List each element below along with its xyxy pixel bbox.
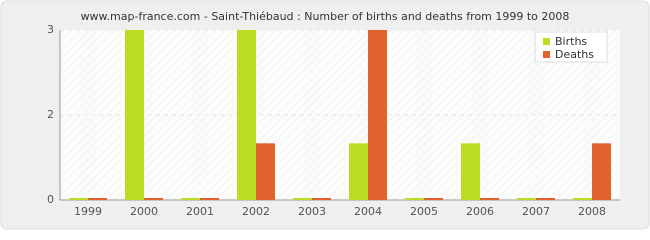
x-tick-label: 2002 <box>242 205 270 218</box>
x-tick-label: 2001 <box>186 205 214 218</box>
x-tick-label: 2008 <box>578 205 606 218</box>
bar <box>293 198 312 200</box>
legend-label: Deaths <box>555 48 594 61</box>
x-tick-label: 1999 <box>74 205 102 218</box>
x-tick-label: 2006 <box>466 205 494 218</box>
bar <box>405 198 424 200</box>
bar <box>312 198 331 200</box>
x-tick-label: 2003 <box>298 205 326 218</box>
bar <box>536 198 555 200</box>
y-tick-label: 3 <box>47 23 54 36</box>
bar <box>592 143 611 200</box>
bar <box>144 198 163 200</box>
bar <box>256 143 275 200</box>
bar <box>237 30 256 200</box>
bar <box>181 198 200 200</box>
legend-label: Births <box>555 35 587 48</box>
bar <box>88 198 107 200</box>
bar <box>461 143 480 200</box>
bar <box>69 198 88 200</box>
y-tick-label: 0 <box>47 193 54 206</box>
bar <box>125 30 144 200</box>
legend-swatch <box>543 38 550 45</box>
bar <box>368 30 387 200</box>
legend-box <box>534 31 608 63</box>
x-tick-label: 2005 <box>410 205 438 218</box>
x-tick-label: 2004 <box>354 205 382 218</box>
legend-swatch <box>543 51 550 58</box>
chart-title: www.map-france.com - Saint-Thiébaud : Nu… <box>81 10 570 23</box>
bar <box>517 198 536 200</box>
x-tick-label: 2000 <box>130 205 158 218</box>
bar <box>200 198 219 200</box>
bar <box>349 143 368 200</box>
y-tick-label: 2 <box>47 108 54 121</box>
bar <box>480 198 499 200</box>
bar <box>424 198 443 200</box>
chart: www.map-france.com - Saint-Thiébaud : Nu… <box>0 0 650 230</box>
bar <box>573 198 592 200</box>
x-tick-label: 2007 <box>522 205 550 218</box>
